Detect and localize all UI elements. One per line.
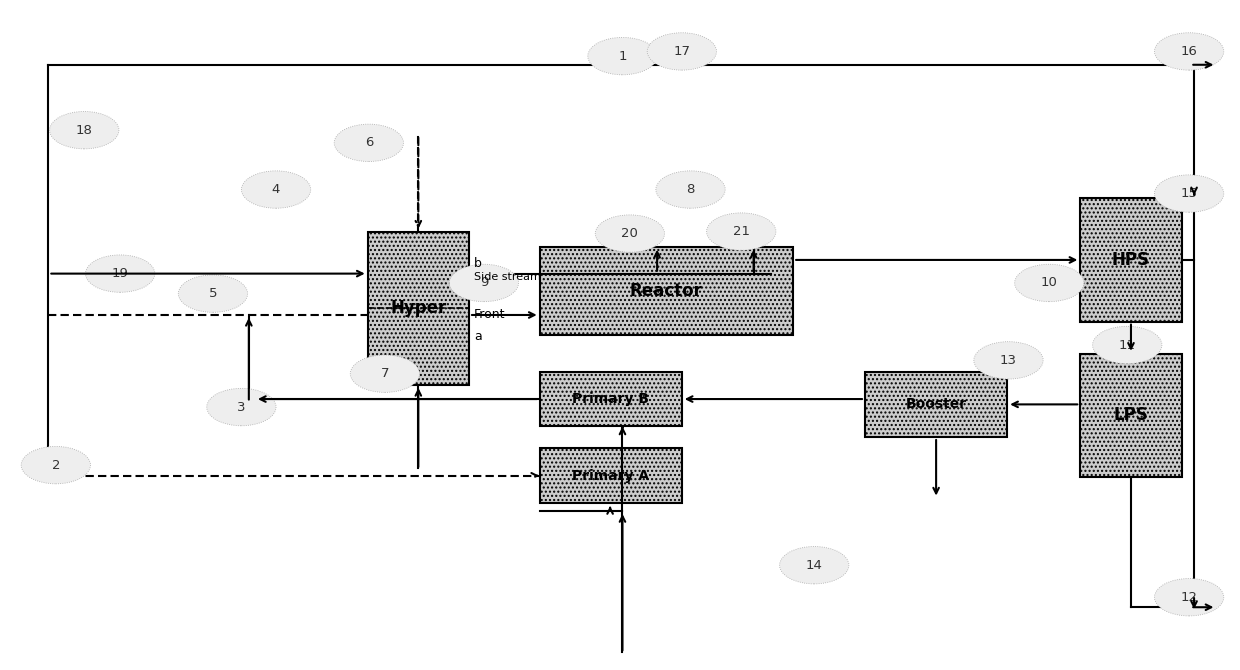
Circle shape — [656, 171, 725, 208]
FancyBboxPatch shape — [1080, 198, 1182, 322]
Text: 16: 16 — [1180, 45, 1198, 58]
Text: 1: 1 — [619, 50, 626, 62]
Text: 12: 12 — [1180, 591, 1198, 604]
Text: 21: 21 — [733, 225, 750, 238]
Circle shape — [647, 33, 717, 70]
Text: 18: 18 — [76, 124, 93, 137]
Text: 5: 5 — [208, 287, 217, 300]
Text: 7: 7 — [381, 367, 389, 380]
Circle shape — [335, 124, 403, 161]
Text: 9: 9 — [480, 277, 489, 289]
Circle shape — [1154, 578, 1224, 616]
Text: Reactor: Reactor — [630, 282, 703, 300]
Text: 8: 8 — [686, 183, 694, 196]
Text: HPS: HPS — [1112, 251, 1149, 269]
Circle shape — [588, 38, 657, 75]
Text: 17: 17 — [673, 45, 691, 58]
Text: 13: 13 — [999, 354, 1017, 367]
Text: a: a — [474, 330, 482, 343]
Text: 11: 11 — [1118, 338, 1136, 352]
Text: 19: 19 — [112, 267, 129, 280]
Text: 4: 4 — [272, 183, 280, 196]
Text: 6: 6 — [365, 136, 373, 149]
Text: Primary B: Primary B — [572, 392, 650, 406]
Text: Booster: Booster — [905, 397, 967, 411]
Circle shape — [86, 255, 155, 292]
Text: 15: 15 — [1180, 187, 1198, 200]
FancyBboxPatch shape — [1080, 354, 1182, 477]
Circle shape — [973, 342, 1043, 379]
Circle shape — [350, 355, 419, 393]
Text: 14: 14 — [806, 559, 822, 572]
Circle shape — [449, 264, 518, 302]
Circle shape — [595, 215, 665, 253]
Text: Hyper: Hyper — [391, 299, 446, 318]
Circle shape — [780, 547, 849, 584]
Circle shape — [179, 275, 248, 312]
Circle shape — [242, 171, 311, 208]
Text: 2: 2 — [52, 458, 60, 472]
Circle shape — [1154, 33, 1224, 70]
Text: 10: 10 — [1040, 277, 1058, 289]
FancyBboxPatch shape — [367, 232, 469, 385]
Text: 20: 20 — [621, 227, 639, 240]
Text: b: b — [474, 257, 482, 270]
Circle shape — [707, 213, 776, 251]
Text: Side stream: Side stream — [474, 272, 541, 282]
FancyBboxPatch shape — [539, 247, 794, 335]
Circle shape — [1092, 326, 1162, 364]
FancyBboxPatch shape — [539, 448, 682, 503]
Text: 3: 3 — [237, 401, 246, 413]
FancyBboxPatch shape — [866, 372, 1007, 437]
Circle shape — [1154, 175, 1224, 212]
Text: LPS: LPS — [1114, 407, 1148, 424]
Circle shape — [1014, 264, 1084, 302]
Circle shape — [50, 111, 119, 149]
Circle shape — [21, 446, 91, 484]
FancyBboxPatch shape — [539, 372, 682, 426]
Text: Front: Front — [474, 308, 506, 321]
Circle shape — [207, 389, 277, 425]
Text: Primary A: Primary A — [572, 469, 650, 483]
